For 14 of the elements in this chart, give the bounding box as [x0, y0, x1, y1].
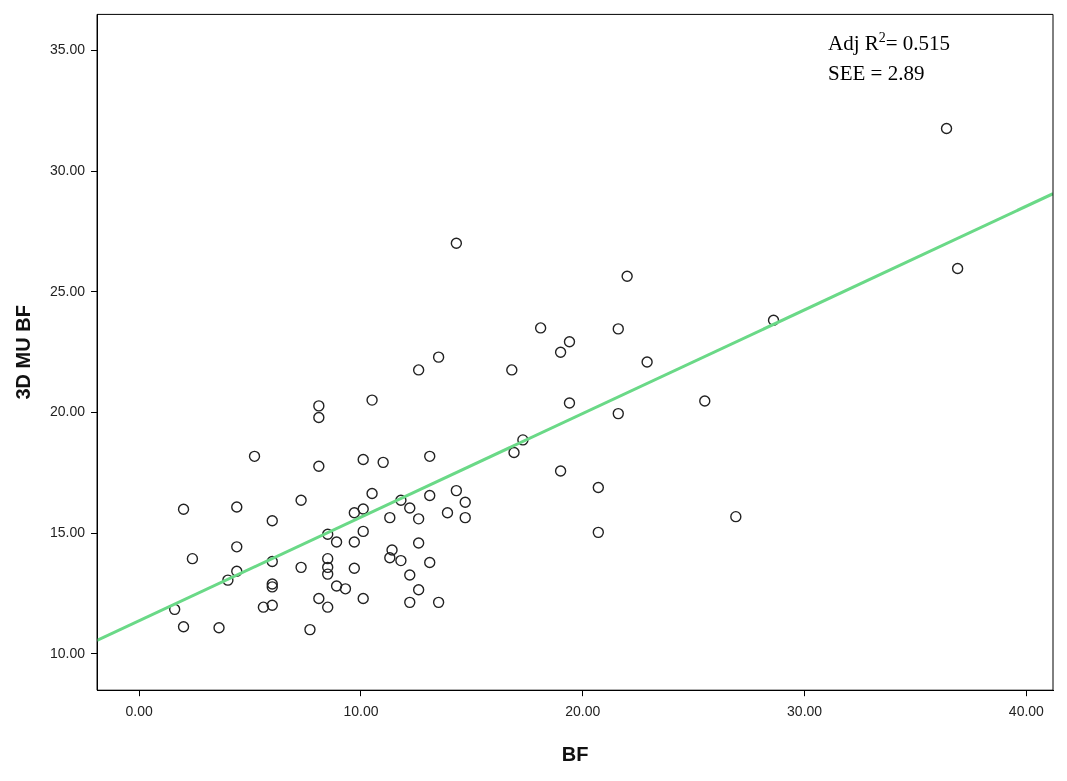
y-tick-label: 25.00: [49, 282, 86, 299]
x-tick-label: 10.00: [343, 703, 379, 720]
y-tick-label: 10.00: [49, 644, 86, 661]
annotation: SEE = 2.89: [828, 61, 925, 86]
y-axis-title: 3D MU BF: [11, 305, 34, 400]
y-tick-label: 15.00: [49, 524, 86, 541]
x-tick-label: 20.00: [565, 703, 601, 720]
x-tick-label: 40.00: [1008, 703, 1045, 720]
y-tick-label: 35.00: [49, 41, 86, 58]
x-axis-title: BF: [561, 742, 589, 765]
y-tick-label: 20.00: [49, 403, 86, 420]
x-tick-label: 0.00: [125, 703, 154, 720]
x-tick-label: 30.00: [787, 703, 823, 720]
y-tick-label: 30.00: [49, 162, 86, 179]
